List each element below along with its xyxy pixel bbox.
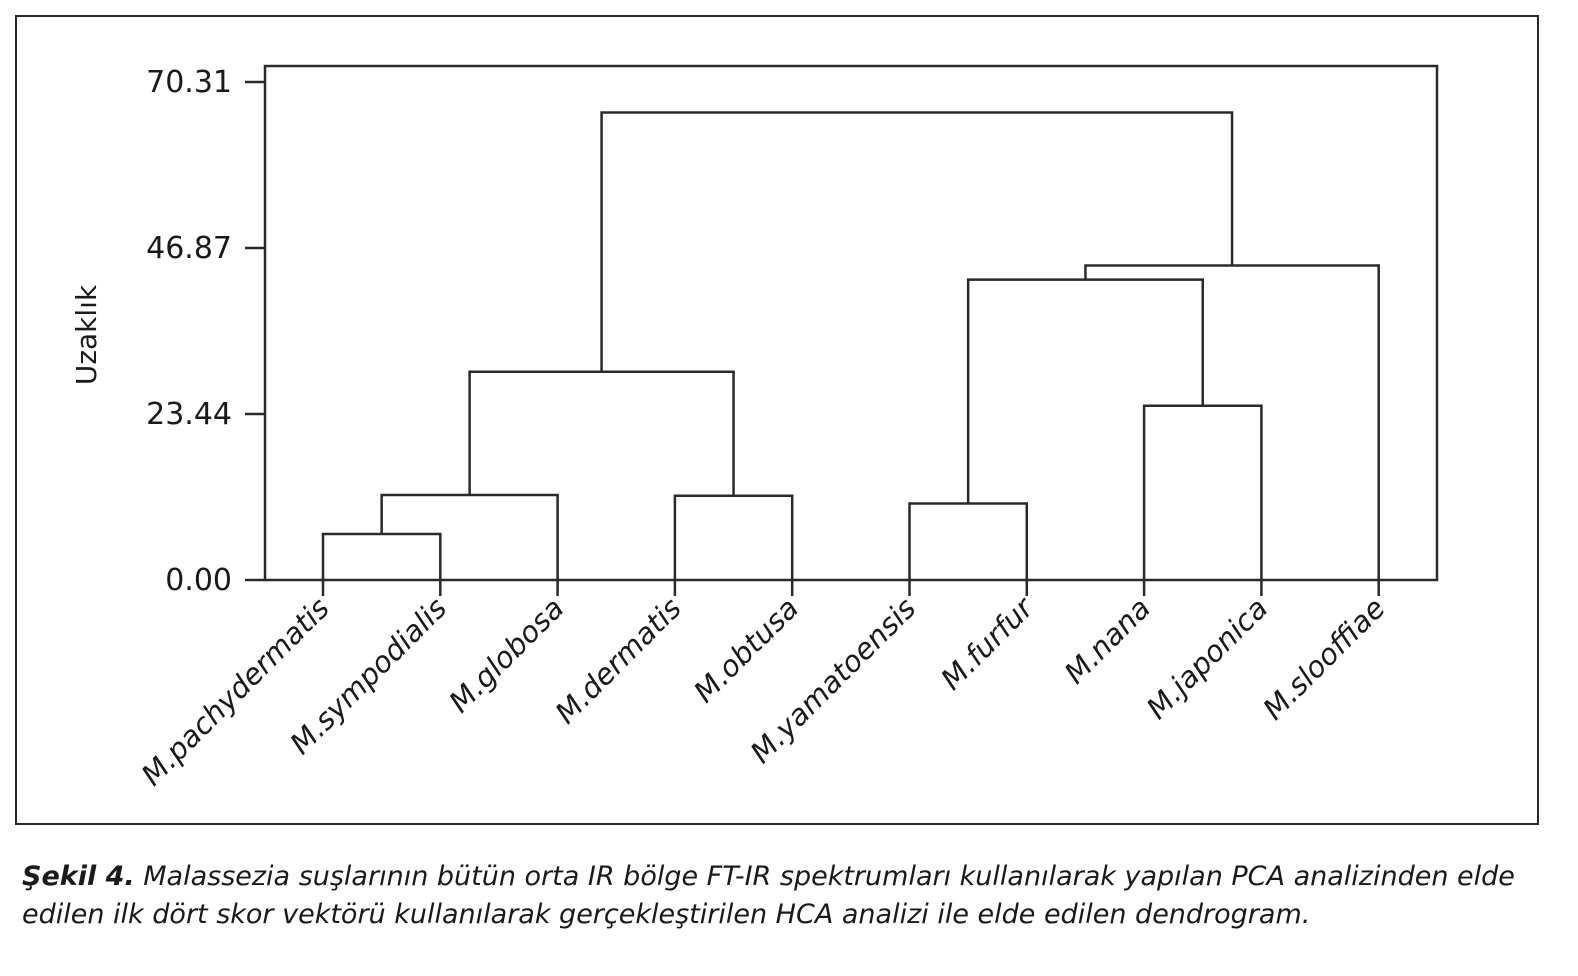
- dendrogram-link: [908, 502, 1029, 580]
- y-axis-label: Uzaklık: [70, 284, 103, 385]
- leaf-labels: M.pachydermatisM.sympodialisM.globosaM.d…: [135, 580, 1392, 792]
- dendrogram-chart: 0.00 23.44 46.87 70.31 M.pachydermatisM.sym…: [70, 64, 1439, 792]
- y-tick-label: 23.44: [146, 397, 232, 432]
- dendrogram-link: [966, 278, 1204, 504]
- y-axis: 0.00 23.44 46.87 70.31: [146, 64, 1439, 598]
- plot-box: [263, 64, 1439, 582]
- figure-frame: [15, 15, 1539, 825]
- dendrogram-link: [673, 494, 794, 580]
- leaf-label: M.obtusa: [687, 591, 805, 709]
- leaf-label: M.furfur: [934, 589, 1041, 696]
- dendrogram-link: [321, 532, 442, 580]
- y-tick-label: 70.31: [146, 65, 232, 100]
- dendrogram-link: [1142, 404, 1263, 580]
- dendrogram-link: [380, 493, 559, 580]
- dendrogram-link: [1084, 264, 1380, 580]
- dendrogram-link: [600, 111, 1234, 372]
- leaf-label: M.japonica: [1140, 591, 1275, 726]
- figure-caption: Şekil 4. Malassezia suşlarının bütün ort…: [22, 858, 1542, 934]
- y-tick-label: 0.00: [165, 563, 232, 598]
- dendrogram-link: [468, 370, 735, 496]
- leaf-label: M.dermatis: [549, 591, 688, 730]
- caption-lead: Şekil 4.: [22, 861, 135, 892]
- leaf-label: M.globosa: [442, 591, 570, 719]
- leaf-label: M.slooffiae: [1256, 591, 1391, 726]
- y-tick-label: 46.87: [146, 231, 232, 266]
- leaf-label: M.nana: [1058, 591, 1157, 690]
- caption-text: Malassezia suşlarının bütün orta IR bölg…: [22, 861, 1515, 930]
- dendrogram-links: [321, 111, 1380, 580]
- leaf-label: M.pachydermatis: [135, 591, 336, 792]
